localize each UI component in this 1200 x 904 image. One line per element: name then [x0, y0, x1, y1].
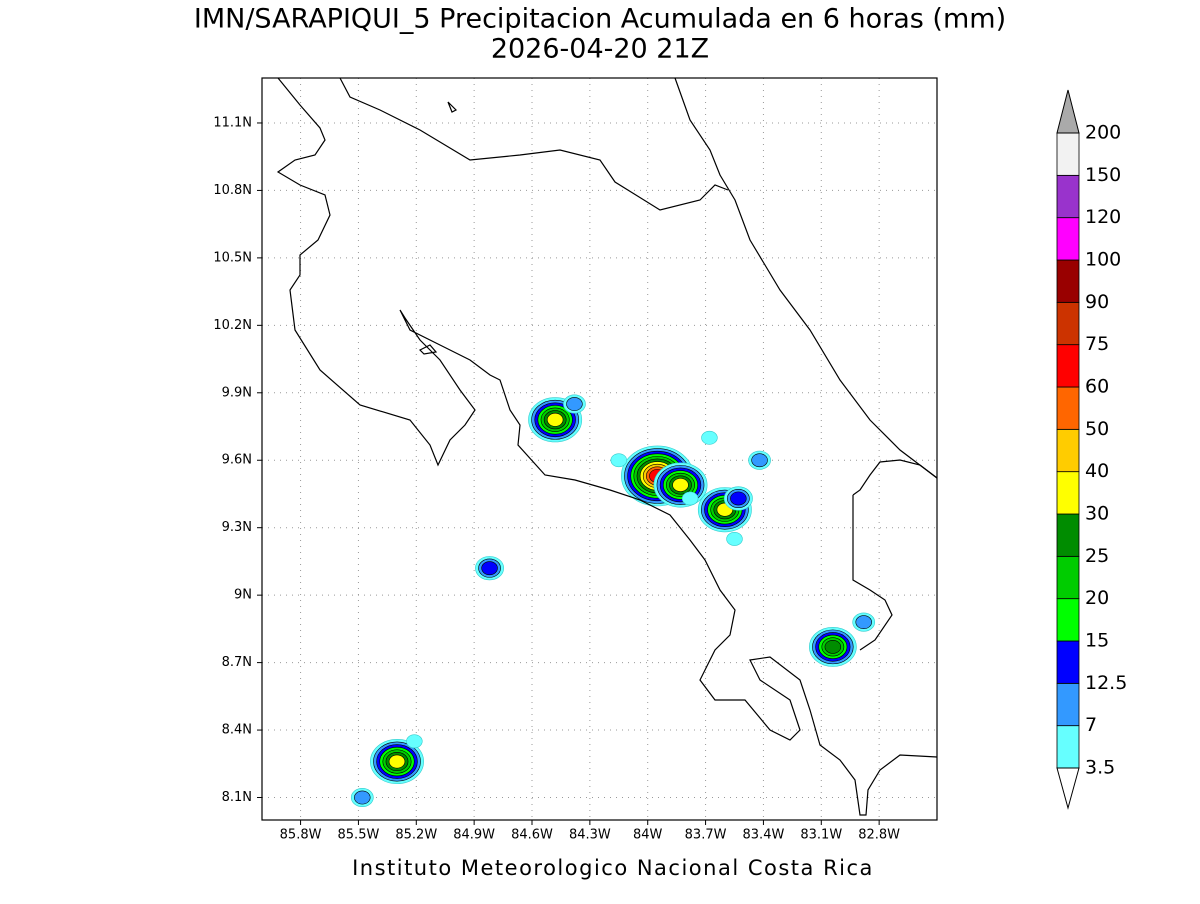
precip-cell: [809, 626, 857, 667]
precip-contour: [751, 453, 768, 468]
precip-contour: [855, 615, 872, 630]
colorbar-box: [1056, 555, 1080, 600]
precip-cell: [370, 739, 424, 785]
y-tick-label: 9.9N: [222, 385, 252, 400]
colorbar-box: [1056, 344, 1080, 388]
x-tick-label: 84.9W: [453, 828, 495, 843]
precip-cell: [563, 394, 586, 414]
precip-contour: [730, 491, 747, 506]
colorbar-label: 20: [1085, 587, 1109, 609]
caribbean-coast: [674, 77, 938, 479]
colorbar-over: [1056, 89, 1080, 134]
colorbar-box: [1056, 217, 1080, 261]
precip-contour: [701, 430, 718, 445]
colorbar-box: [1056, 598, 1080, 642]
x-tick-label: 83.7W: [685, 828, 727, 843]
y-tick-label: 8.7N: [222, 655, 252, 670]
y-tick-label: 10.2N: [213, 318, 252, 333]
colorbar-label: 75: [1085, 333, 1109, 355]
map-title: IMN/SARAPIQUI_5 Precipitacion Acumulada …: [194, 4, 1006, 35]
y-tick-label: 10.5N: [213, 250, 252, 265]
colorbar-box: [1056, 640, 1080, 684]
colorbar-label: 200: [1085, 122, 1121, 144]
colorbar-box: [1056, 725, 1080, 769]
lake-outline: [418, 101, 458, 355]
map-subtitle: 2026-04-20 21Z: [491, 34, 709, 65]
y-tick-label: 9.6N: [222, 453, 252, 468]
colorbar-label: 12.5: [1085, 672, 1127, 694]
y-tick-label: 8.4N: [222, 723, 252, 738]
precip-contour: [681, 491, 699, 506]
precip-contour: [546, 412, 564, 427]
x-tick-label: 84W: [633, 828, 663, 843]
colorbar-box: [1056, 386, 1080, 430]
colorbar-label: 50: [1085, 418, 1109, 440]
colorbar-label: 90: [1085, 291, 1109, 313]
colorbar-label: 120: [1085, 206, 1121, 228]
precip-contour: [610, 453, 628, 468]
colorbar: 3.5 7 12.5 15 20 25 30 40 50 60 75 90 100 120 150 200: [1056, 89, 1127, 810]
colorbar-label: 40: [1085, 460, 1109, 482]
colorbar-label: 60: [1085, 376, 1109, 398]
precip-cell: [701, 430, 718, 445]
coastline: [276, 77, 938, 816]
colorbar-label: 150: [1085, 164, 1121, 186]
nicaragua-border: [339, 77, 729, 211]
x-tick-label: 85.2W: [395, 828, 437, 843]
colorbar-box: [1056, 301, 1080, 346]
panama-border: [852, 459, 938, 651]
x-tick-label: 85.8W: [280, 828, 322, 843]
x-tick-label: 84.3W: [569, 828, 611, 843]
colorbar-label: 30: [1085, 503, 1109, 525]
colorbar-label: 7: [1085, 714, 1097, 736]
colorbar-box: [1056, 428, 1080, 473]
colorbar-box: [1056, 513, 1080, 557]
precip-cell: [610, 453, 628, 468]
x-tick-label: 83.1W: [800, 828, 842, 843]
y-tick-label: 9.3N: [222, 520, 252, 535]
x-tick-label: 82.8W: [858, 828, 900, 843]
colorbar-under: [1056, 767, 1080, 810]
grid-layer: [262, 78, 937, 820]
precip-contour: [388, 754, 406, 769]
y-tick-label: 9N: [234, 588, 252, 603]
credit: Instituto Meteorologico Nacional Costa R…: [352, 856, 874, 880]
precip-contour: [481, 561, 498, 576]
colorbar-box: [1056, 132, 1080, 176]
precip-cell: [681, 491, 699, 506]
x-tick-label: 84.6W: [511, 828, 553, 843]
colorbar-label: 100: [1085, 249, 1121, 271]
precip-cell: [723, 486, 753, 511]
x-tick-label: 83.4W: [743, 828, 785, 843]
colorbar-label: 3.5: [1085, 757, 1115, 779]
precip-contour: [566, 397, 583, 411]
precip-contour: [726, 532, 743, 546]
map-frame: [261, 77, 938, 821]
colorbar-label: 25: [1085, 545, 1109, 567]
precip-contour: [672, 478, 689, 492]
colorbar-label: 15: [1085, 630, 1109, 652]
colorbar-box: [1056, 471, 1080, 515]
y-tick-label: 10.8N: [213, 183, 252, 198]
colorbar-box: [1056, 259, 1080, 303]
precip-cell: [726, 532, 743, 546]
precip-contour: [406, 734, 423, 749]
colorbar-box: [1056, 682, 1080, 727]
y-tick-label: 11.1N: [213, 115, 252, 130]
y-tick-label: 8.1N: [222, 790, 252, 805]
precip-cells: [350, 394, 876, 808]
colorbar-box: [1056, 174, 1080, 219]
precip-cell: [748, 450, 771, 470]
precip-contour: [824, 639, 842, 654]
x-tick-label: 85.5W: [338, 828, 380, 843]
precip-cell: [475, 556, 505, 581]
precip-cell: [852, 612, 876, 632]
pacific-coast: [276, 77, 938, 816]
precip-cell: [406, 734, 423, 749]
precip-contour: [354, 790, 371, 805]
precip-cell: [350, 788, 374, 808]
precip-cell: [653, 462, 708, 508]
